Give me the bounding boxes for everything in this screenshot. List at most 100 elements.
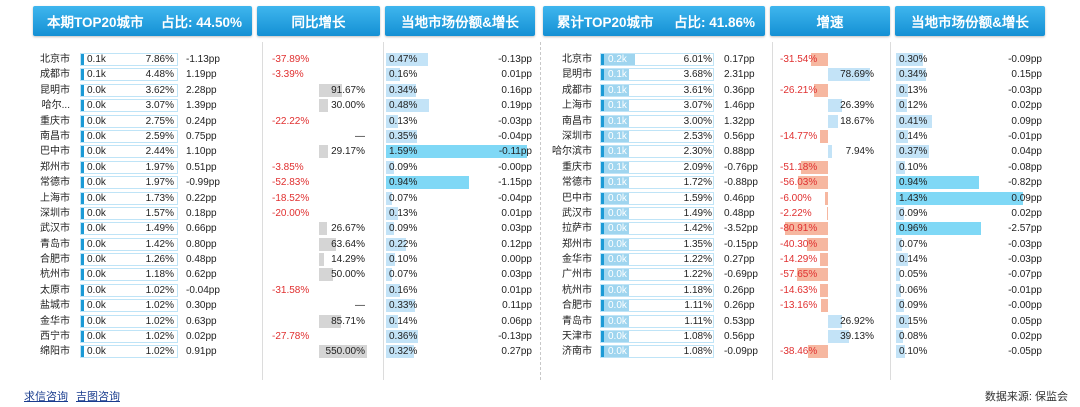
value-fill: [601, 69, 629, 81]
market-share-pp-text: -0.01pp: [1008, 284, 1042, 296]
value-box: 0.0k: [80, 129, 178, 143]
growth-text: -38.46%: [780, 346, 818, 358]
table-row: 上海市 0.1k 3.07% 1.46pp 26.39% 0.12% 0.02pp: [540, 98, 1080, 113]
share-text: 1.97%: [145, 161, 174, 173]
yoy-text: -31.58%: [272, 284, 310, 296]
header-left-top20: 本期TOP20城市 占比: 44.50%: [33, 6, 252, 36]
market-share-bar: [896, 345, 905, 359]
market-share-text: 0.32%: [389, 346, 418, 358]
yoy-text: 91.67%: [331, 84, 365, 96]
share-pp-text: -0.69pp: [724, 269, 758, 281]
city-name: 天津市: [562, 331, 592, 343]
value-text: 0.0k: [608, 207, 627, 219]
growth-bar: [826, 206, 828, 220]
value-fill: [601, 207, 629, 219]
market-share-pp-text: 0.16pp: [501, 84, 532, 96]
value-text: 0.0k: [608, 254, 627, 266]
market-share-pp-text: -0.03pp: [1008, 84, 1042, 96]
market-share-pp-text: -0.05pp: [1008, 346, 1042, 358]
market-share-text: 0.14%: [899, 130, 928, 142]
market-share-text: 0.07%: [389, 192, 418, 204]
divider-center: [540, 42, 541, 380]
value-marker: [81, 84, 84, 96]
table-row: 北京市 0.1k 7.86% -1.13pp -37.89% 0.47% -0.13pp: [0, 52, 540, 67]
table-row: 重庆市 0.0k 2.75% 0.24pp -22.22% 0.13% -0.03pp: [0, 114, 540, 129]
market-share-text: 0.09%: [899, 207, 928, 219]
growth-bar: [807, 345, 828, 359]
market-share-text: 0.16%: [389, 284, 418, 296]
value-marker: [601, 130, 604, 142]
value-marker: [601, 269, 604, 281]
market-share-pp-text: 0.27pp: [501, 346, 532, 358]
share-text: 2.53%: [683, 130, 712, 142]
growth-bar: [828, 99, 843, 113]
divider: [890, 42, 891, 380]
yoy-text: 14.29%: [331, 254, 365, 266]
value-box: 0.0k: [80, 206, 178, 220]
share-text: 1.02%: [145, 315, 174, 327]
value-box: 0.1k: [600, 83, 714, 97]
growth-bar: [798, 176, 828, 190]
city-name: 北京市: [562, 54, 592, 65]
city-name: 常德市: [40, 177, 70, 189]
value-box: 0.0k: [600, 314, 714, 328]
share-pp-text: 0.17pp: [724, 54, 755, 65]
header-growth: 增速: [770, 6, 890, 36]
value-box: 0.0k: [600, 330, 714, 344]
link-jitu[interactable]: 吉图咨询: [76, 391, 120, 403]
city-name: 成都市: [562, 84, 592, 96]
value-box: 0.0k: [600, 268, 714, 282]
value-box: 0.0k: [600, 299, 714, 313]
growth-bar: [811, 53, 828, 66]
table-row: 郑州市 0.0k 1.97% 0.51pp -3.85% 0.09% -0.00pp: [0, 160, 540, 175]
market-share-bar: [896, 83, 908, 97]
city-name: 武汉市: [562, 207, 592, 219]
table-row: 太原市 0.0k 1.02% -0.04pp -31.58% 0.16% 0.01pp: [0, 283, 540, 298]
value-fill: [601, 300, 629, 312]
market-share-bar: [386, 145, 528, 159]
yoy-text: -20.00%: [272, 207, 310, 219]
share-pp-text: 1.32pp: [724, 115, 755, 127]
market-share-pp-text: 0.09pp: [1011, 115, 1042, 127]
table-row: 青岛市 0.0k 1.42% 0.80pp 63.64% 0.22% 0.12pp: [0, 237, 540, 252]
market-share-text: 0.34%: [899, 69, 928, 81]
share-pp-text: 0.56pp: [724, 130, 755, 142]
growth-text: -14.63%: [780, 284, 818, 296]
value-text: 0.0k: [87, 346, 106, 358]
value-marker: [601, 223, 604, 235]
market-share-bar: [896, 129, 909, 143]
market-share-pp-text: 0.05pp: [1011, 315, 1042, 327]
divider: [383, 42, 384, 380]
table-row: 巴中市 0.0k 1.59% 0.46pp -6.00% 1.43% 0.09pp: [540, 191, 1080, 206]
market-share-pp-text: 0.09pp: [1011, 192, 1042, 204]
value-box: 0.0k: [80, 283, 178, 297]
value-marker: [81, 177, 84, 189]
table-row: 成都市 0.1k 4.48% 1.19pp -3.39% 0.16% 0.01pp: [0, 67, 540, 82]
market-share-text: 0.96%: [899, 223, 928, 235]
share-pp-text: 0.75pp: [186, 130, 217, 142]
market-share-text: 0.94%: [389, 177, 418, 189]
growth-text: -56.03%: [780, 177, 818, 189]
share-pp-text: 2.28pp: [186, 84, 217, 96]
growth-text: -13.16%: [780, 300, 818, 312]
value-marker: [601, 254, 604, 266]
value-text: 0.2k: [608, 54, 627, 65]
value-text: 0.1k: [608, 84, 627, 96]
market-share-pp-text: 0.15pp: [1011, 69, 1042, 81]
value-text: 0.0k: [608, 269, 627, 281]
market-share-text: 1.43%: [899, 192, 928, 204]
market-share-bar: [386, 330, 418, 344]
value-fill: [601, 315, 629, 327]
growth-text: 18.67%: [840, 115, 874, 127]
yoy-bar: [319, 314, 341, 328]
city-name: 深圳市: [40, 207, 70, 219]
link-qiuxin[interactable]: 求信咨询: [24, 391, 68, 403]
share-pp-text: -0.04pp: [186, 284, 220, 296]
market-share-text: 0.10%: [899, 161, 928, 173]
value-box: 0.0k: [80, 222, 178, 236]
value-box: 0.1k: [600, 114, 714, 128]
value-marker: [81, 300, 84, 312]
growth-bar: [828, 145, 833, 159]
share-pp-text: 0.48pp: [186, 254, 217, 266]
market-share-bar: [896, 206, 904, 220]
